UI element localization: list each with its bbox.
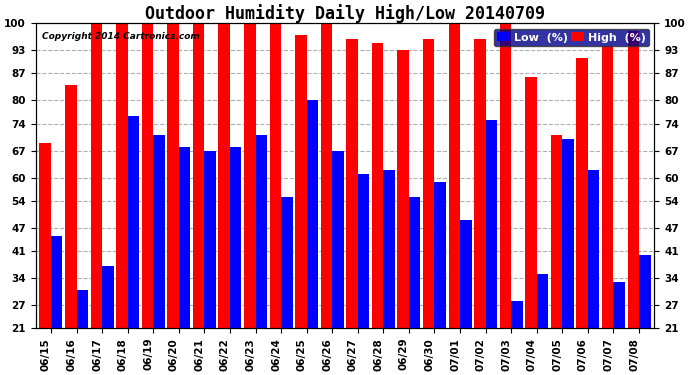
Bar	[423, 39, 435, 375]
Bar	[153, 135, 165, 375]
Bar	[474, 39, 486, 375]
Bar	[435, 182, 446, 375]
Bar	[321, 23, 332, 375]
Bar	[141, 23, 153, 375]
Legend: Low  (%), High  (%): Low (%), High (%)	[493, 29, 649, 46]
Bar	[65, 85, 77, 375]
Bar	[460, 220, 471, 375]
Bar	[448, 23, 460, 375]
Bar	[167, 23, 179, 375]
Bar	[230, 147, 241, 375]
Bar	[486, 120, 497, 375]
Bar	[244, 23, 255, 375]
Bar	[116, 23, 128, 375]
Bar	[576, 58, 588, 375]
Bar	[306, 100, 318, 375]
Bar	[562, 139, 574, 375]
Bar	[102, 266, 114, 375]
Bar	[551, 135, 562, 375]
Bar	[537, 274, 549, 375]
Bar	[90, 23, 102, 375]
Bar	[384, 170, 395, 375]
Bar	[511, 301, 523, 375]
Title: Outdoor Humidity Daily High/Low 20140709: Outdoor Humidity Daily High/Low 20140709	[145, 4, 545, 23]
Text: Copyright 2014 Cartronics.com: Copyright 2014 Cartronics.com	[42, 33, 199, 42]
Bar	[281, 197, 293, 375]
Bar	[77, 290, 88, 375]
Bar	[295, 35, 306, 375]
Bar	[332, 151, 344, 375]
Bar	[372, 43, 384, 375]
Bar	[219, 23, 230, 375]
Bar	[270, 23, 281, 375]
Bar	[627, 31, 639, 375]
Bar	[346, 39, 358, 375]
Bar	[51, 236, 63, 375]
Bar	[204, 151, 216, 375]
Bar	[602, 46, 613, 375]
Bar	[255, 135, 267, 375]
Bar	[409, 197, 420, 375]
Bar	[613, 282, 625, 375]
Bar	[128, 116, 139, 375]
Bar	[39, 143, 51, 375]
Bar	[358, 174, 369, 375]
Bar	[397, 50, 409, 375]
Bar	[193, 23, 204, 375]
Bar	[500, 23, 511, 375]
Bar	[179, 147, 190, 375]
Bar	[525, 77, 537, 375]
Bar	[588, 170, 600, 375]
Bar	[639, 255, 651, 375]
